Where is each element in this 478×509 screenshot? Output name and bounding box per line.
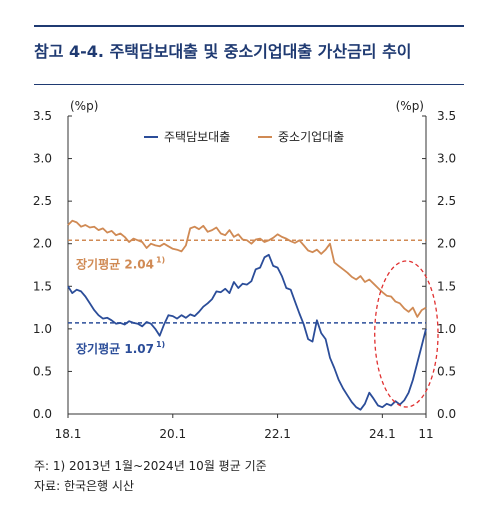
reference-footnote: 1) [156, 340, 165, 349]
y-right-unit: (%p) [396, 99, 424, 113]
y-right-tick-label: 0.0 [437, 407, 456, 421]
line-chart: 0.0 0.5 1.0 1.5 2.0 2.5 3.0 3.5 0.0 0.5 1.0 1.5 2.0… [33, 99, 456, 441]
y-left-tick-label: 3.0 [33, 152, 52, 166]
reference-label: 장기평균 1.07 1) [76, 340, 165, 356]
reference-label: 장기평균 2.04 1) [76, 255, 165, 271]
y-left-tick-label: 1.0 [33, 322, 52, 336]
y-left-tick-label: 2.5 [33, 194, 52, 208]
reference-value: 1.07 [124, 342, 154, 356]
x-tick-label: 22.1 [264, 427, 291, 441]
y-left-unit: (%p) [70, 99, 98, 113]
reference-label-name: 장기평균 [76, 256, 124, 271]
series-line [67, 219, 427, 318]
source-note: 자료: 한국은행 시산 [34, 479, 134, 493]
reference-footnote: 1) [156, 255, 165, 264]
y-left-tick-label: 1.5 [33, 279, 52, 293]
y-right-tick-label: 2.0 [437, 237, 456, 251]
x-tick-label: 20.1 [159, 427, 186, 441]
y-left-tick-label: 0.0 [33, 407, 52, 421]
figure-title: 참고 4-4. 주택담보대출 및 중소기업대출 가산금리 추이 [34, 42, 412, 61]
highlight-ellipse [374, 260, 439, 408]
reference-label-name: 장기평균 [76, 341, 124, 356]
reference-value: 2.04 [124, 257, 154, 271]
series-line [67, 253, 427, 411]
x-tick-label: 24.1 [369, 427, 396, 441]
y-right-tick-label: 3.5 [437, 109, 456, 123]
footnote: 주: 1) 2013년 1월~2024년 10월 평균 기준 [34, 459, 267, 473]
y-right-tick-label: 2.5 [437, 194, 456, 208]
y-right-tick-label: 1.5 [437, 279, 456, 293]
title-bottom-rule [34, 84, 464, 85]
y-right-tick-label: 3.0 [437, 152, 456, 166]
y-left-tick-label: 2.0 [33, 237, 52, 251]
title-top-rule [34, 25, 464, 27]
y-left-tick-label: 3.5 [33, 109, 52, 123]
legend-label: 주택담보대출 [164, 130, 230, 144]
x-tick-label: 18.1 [55, 427, 82, 441]
y-right-tick-label: 0.5 [437, 364, 456, 378]
y-right-tick-label: 1.0 [437, 322, 456, 336]
x-tick-label: 11 [418, 427, 433, 441]
y-left-tick-label: 0.5 [33, 364, 52, 378]
legend-label: 중소기업대출 [278, 130, 344, 144]
